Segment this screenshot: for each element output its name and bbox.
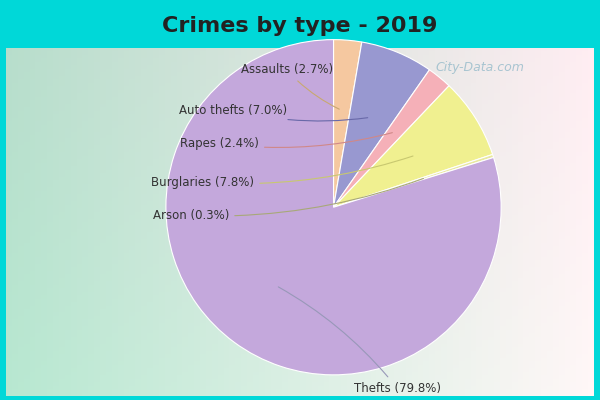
Wedge shape bbox=[334, 70, 449, 207]
Text: Auto thefts (7.0%): Auto thefts (7.0%) bbox=[179, 104, 368, 121]
Text: Burglaries (7.8%): Burglaries (7.8%) bbox=[151, 156, 413, 188]
Wedge shape bbox=[334, 154, 494, 207]
Wedge shape bbox=[334, 40, 362, 207]
Text: City-Data.com: City-Data.com bbox=[436, 62, 524, 74]
Text: Assaults (2.7%): Assaults (2.7%) bbox=[241, 63, 339, 109]
Wedge shape bbox=[166, 40, 501, 375]
Text: Rapes (2.4%): Rapes (2.4%) bbox=[180, 133, 392, 150]
Wedge shape bbox=[334, 42, 430, 207]
Wedge shape bbox=[334, 86, 493, 207]
Text: Arson (0.3%): Arson (0.3%) bbox=[153, 178, 424, 222]
Text: Thefts (79.8%): Thefts (79.8%) bbox=[278, 287, 441, 395]
Text: Crimes by type - 2019: Crimes by type - 2019 bbox=[163, 16, 437, 36]
